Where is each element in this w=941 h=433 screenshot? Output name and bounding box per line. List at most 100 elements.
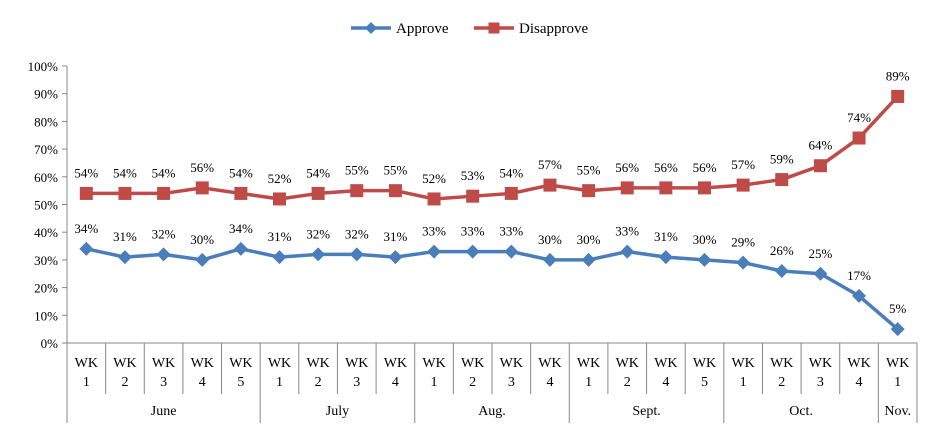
y-tick-label: 50% [34, 198, 58, 213]
x-tick-label-number: 1 [276, 375, 283, 390]
data-point [891, 89, 905, 103]
data-label: 52% [268, 171, 292, 186]
data-label: 56% [615, 160, 639, 175]
data-label: 33% [615, 224, 639, 239]
x-tick-label-week: WK [654, 356, 677, 371]
x-tick-label-week: WK [693, 356, 716, 371]
data-label: 33% [422, 224, 446, 239]
data-label: 55% [383, 163, 407, 178]
data-point [542, 252, 557, 267]
data-label: 30% [190, 232, 214, 247]
data-point [427, 244, 442, 259]
data-label: 32% [345, 226, 369, 241]
data-point [117, 250, 132, 265]
data-point [659, 181, 673, 195]
data-point [195, 252, 210, 267]
data-point [852, 288, 867, 303]
series-layer: 34% 31% 32% 30% 34% 31% 32% 32% 31% 33% 33% 33% 30% 3… [74, 68, 910, 337]
data-point [272, 250, 287, 265]
x-tick-label-number: 1 [894, 375, 901, 390]
x-tick-label-week: WK [268, 356, 291, 371]
data-label: 74% [847, 110, 871, 125]
series-approve: 34% 31% 32% 30% 34% 31% 32% 32% 31% 33% 33% 33% 30% 3… [74, 221, 907, 337]
data-point [349, 247, 364, 262]
x-tick-label-week: WK [616, 356, 639, 371]
data-label: 30% [577, 232, 601, 247]
data-label: 54% [152, 165, 176, 180]
data-label: 64% [808, 138, 832, 153]
x-tick-label-number: 5 [237, 375, 244, 390]
data-point [813, 266, 828, 281]
data-point [388, 250, 403, 265]
data-label: 33% [499, 224, 523, 239]
data-label: 26% [770, 243, 794, 258]
data-point [697, 252, 712, 267]
y-tick-label: 20% [34, 281, 58, 296]
data-label: 31% [654, 229, 678, 244]
data-point [427, 192, 441, 206]
x-tick-label-week: WK [500, 356, 523, 371]
data-point [736, 178, 750, 192]
x-tick-label-number: 3 [508, 375, 515, 390]
data-point [79, 241, 94, 256]
legend-marker [488, 22, 500, 34]
data-point [504, 244, 519, 259]
x-group-label: Oct. [789, 404, 813, 419]
data-point [698, 181, 711, 195]
x-tick-label-week: WK [191, 356, 214, 371]
data-point [79, 186, 93, 200]
series-disapprove: 54% 54% 54% 56% 54% 52% 54% 55% 55% 52% 53% 54% 57% 5… [74, 68, 910, 206]
y-tick-label: 100% [28, 59, 59, 74]
x-tick-label-week: WK [461, 356, 484, 371]
data-point [620, 244, 635, 259]
data-point [311, 247, 326, 262]
data-point [504, 186, 518, 200]
y-tick-label: 0% [41, 336, 59, 351]
data-label: 31% [113, 229, 137, 244]
data-point [156, 247, 171, 262]
data-point [813, 159, 827, 173]
x-group-label: Nov. [884, 404, 911, 419]
data-label: 29% [731, 235, 755, 250]
data-label: 54% [499, 165, 523, 180]
data-point [466, 189, 480, 203]
data-label: 5% [889, 301, 907, 316]
data-label: 52% [422, 171, 446, 186]
x-group-label: Sept. [632, 404, 660, 419]
data-label: 17% [847, 268, 871, 283]
x-tick-label-week: WK [345, 356, 368, 371]
data-point [118, 186, 132, 200]
data-label: 54% [113, 165, 137, 180]
y-tick-label: 90% [34, 87, 58, 102]
data-label: 32% [152, 226, 176, 241]
x-tick-label-number: 4 [662, 375, 669, 390]
data-point [350, 184, 364, 198]
x-tick-label-week: WK [152, 356, 175, 371]
data-label: 54% [74, 165, 98, 180]
legend-label: Disapprove [519, 21, 588, 37]
data-point [775, 173, 789, 187]
data-point [273, 192, 286, 206]
data-point [311, 186, 325, 200]
data-label: 33% [461, 224, 485, 239]
x-tick-label-week: WK [847, 356, 870, 371]
x-tick-label-number: 2 [121, 375, 128, 390]
data-label: 56% [693, 160, 717, 175]
x-group-label: Aug. [478, 404, 506, 419]
x-tick-label-number: 4 [199, 375, 206, 390]
data-label: 56% [654, 160, 678, 175]
x-tick-label-number: 2 [778, 375, 785, 390]
x-tick-label-week: WK [422, 356, 445, 371]
data-point [658, 250, 673, 265]
x-tick-label-number: 3 [353, 375, 360, 390]
legend-item-approve: Approve [351, 21, 449, 37]
data-label: 32% [306, 226, 330, 241]
data-label: 54% [306, 165, 330, 180]
data-label: 34% [74, 221, 98, 236]
x-tick-label-number: 1 [740, 375, 747, 390]
data-point [234, 186, 248, 200]
data-label: 57% [731, 157, 755, 172]
x-tick-label-number: 1 [585, 375, 592, 390]
data-point [195, 181, 209, 195]
x-tick-label-week: WK [229, 356, 252, 371]
